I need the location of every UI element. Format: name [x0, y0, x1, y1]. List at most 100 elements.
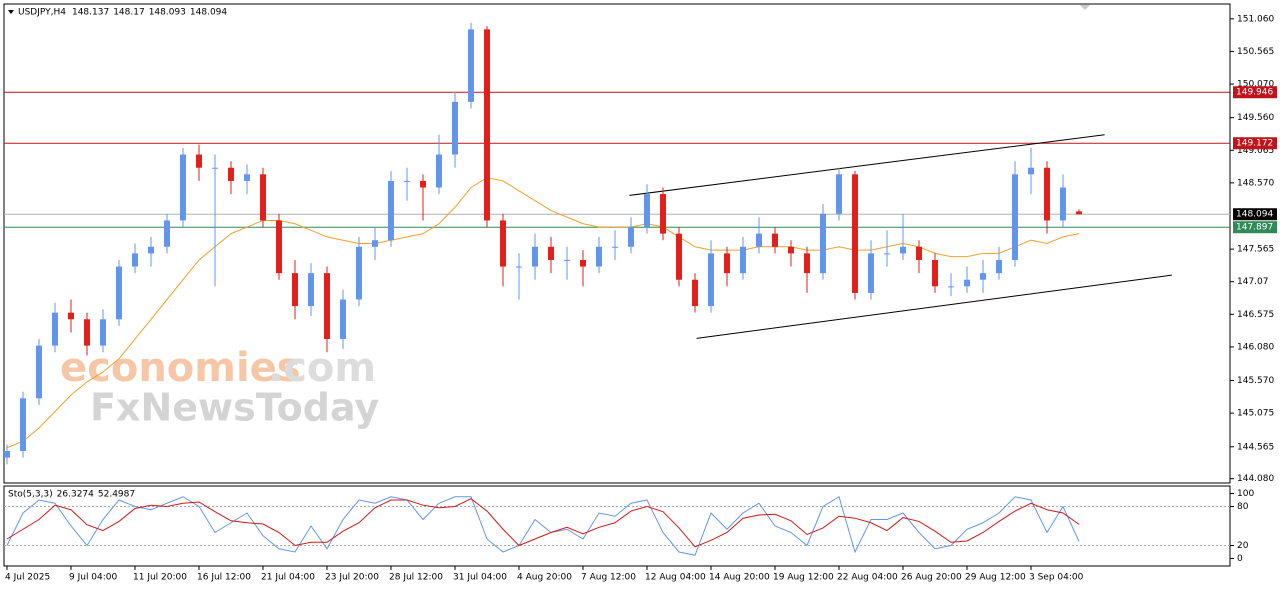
candle-body [868, 253, 874, 293]
price-tag: 147.897 [1236, 223, 1273, 233]
y-tick-label: 151.060 [1237, 14, 1274, 24]
price-tag-box [1233, 137, 1277, 150]
candle-body [756, 233, 762, 247]
candle-body [916, 246, 922, 260]
candle-body [260, 174, 266, 221]
header-ohlc: 148.17 [113, 8, 145, 18]
candle-body [4, 451, 10, 458]
x-tick-label: 11 Jul 20:00 [133, 573, 187, 583]
stochastic-panel [3, 485, 1231, 567]
watermark-site: FxNewsToday [90, 386, 379, 430]
stoch-tick-label: 80 [1237, 502, 1249, 512]
candle-body [436, 154, 442, 188]
candle-body [228, 167, 234, 181]
y-tick-label: 144.080 [1237, 474, 1274, 484]
y-tick-label: 144.565 [1237, 442, 1274, 452]
y-tick-label: 145.570 [1237, 376, 1274, 386]
candle-body [644, 194, 650, 228]
x-tick-label: 7 Aug 12:00 [581, 573, 636, 583]
y-tick-label: 147.07 [1237, 277, 1269, 287]
candle-body [692, 279, 698, 307]
candle-body [724, 253, 730, 274]
candle-body [116, 266, 122, 320]
candle-body [20, 398, 26, 452]
shift-marker [1080, 5, 1090, 10]
candle-body [628, 227, 634, 247]
candle-body [564, 259, 570, 261]
candle-body [1012, 174, 1018, 260]
candle-body [980, 273, 986, 280]
x-tick-label: 28 Jul 12:00 [389, 573, 443, 583]
candle-body [36, 345, 42, 399]
trendline [629, 134, 1105, 196]
stoch-tick-label: 0 [1237, 554, 1243, 564]
candle-body [660, 194, 666, 234]
candle-body [372, 240, 378, 247]
candle-body [52, 312, 58, 346]
x-tick-label: 16 Jul 12:00 [197, 573, 251, 583]
candle-body [596, 246, 602, 267]
candle-body [532, 246, 538, 267]
stoch-k [6, 495, 1080, 556]
price-tag-box [1233, 221, 1277, 234]
stoch-d [6, 498, 1080, 548]
y-tick-label: 149.065 [1237, 146, 1274, 156]
symbol-title: USDJPY,H4 [18, 8, 66, 18]
header [8, 10, 14, 14]
candle-body [548, 246, 554, 260]
candle-body [884, 253, 890, 255]
x-tick-label: 29 Aug 12:00 [965, 573, 1026, 583]
y-tick-label: 145.075 [1237, 409, 1274, 419]
header-arrow [8, 10, 14, 14]
candle-body [324, 273, 330, 340]
x-tick-label: 12 Aug 04:00 [645, 573, 706, 583]
price-tag-box [1233, 86, 1277, 99]
candle-body [740, 246, 746, 274]
candle-body [292, 273, 298, 307]
candle-body [1076, 211, 1082, 215]
candle-body [1028, 167, 1034, 175]
candle-body [964, 279, 970, 287]
candle-body [468, 29, 474, 102]
candle-body [932, 259, 938, 287]
stoch-tick-label: 100 [1237, 489, 1254, 499]
candle-body [212, 167, 218, 169]
price-tag-box [1233, 208, 1277, 221]
candle-body [500, 220, 506, 267]
price-tag: 148.094 [1236, 210, 1273, 220]
candle-body [308, 273, 314, 307]
x-tick-label: 31 Jul 04:00 [453, 573, 507, 583]
stoch-d-value: 52.4987 [98, 490, 135, 500]
watermark-domain: .com [268, 345, 376, 391]
x-tick-label: 4 Jul 2025 [5, 573, 50, 583]
candle-body [580, 259, 586, 267]
y-tick-label: 146.080 [1237, 342, 1274, 352]
y-tick-label: 148.570 [1237, 178, 1274, 188]
x-tick-label: 14 Aug 20:00 [709, 573, 770, 583]
trendline [696, 274, 1172, 339]
candle-body [996, 259, 1002, 274]
candle-body [516, 266, 522, 268]
y-tick-label: 150.070 [1237, 80, 1274, 90]
candle-body [948, 286, 954, 288]
candle-body [836, 174, 842, 214]
x-tick-label: 19 Aug 12:00 [773, 573, 834, 583]
watermark-brand: economies [60, 345, 301, 391]
candle-body [68, 312, 74, 320]
candle-body [852, 174, 858, 293]
candle-body [804, 253, 810, 274]
header-ohlc: 148.137 [72, 8, 109, 18]
candle-body [1044, 167, 1050, 221]
candle-body [900, 246, 906, 254]
candle-body [452, 101, 458, 155]
candle-body [276, 220, 282, 274]
candle-body [420, 180, 426, 188]
price-tag: 149.946 [1236, 88, 1273, 98]
x-tick-label: 9 Jul 04:00 [69, 573, 118, 583]
candle-body [356, 246, 362, 300]
candle-body [820, 213, 826, 274]
y-tick-label: 149.560 [1237, 113, 1274, 123]
candle-body [244, 174, 250, 181]
x-tick-label: 22 Aug 04:00 [837, 573, 898, 583]
